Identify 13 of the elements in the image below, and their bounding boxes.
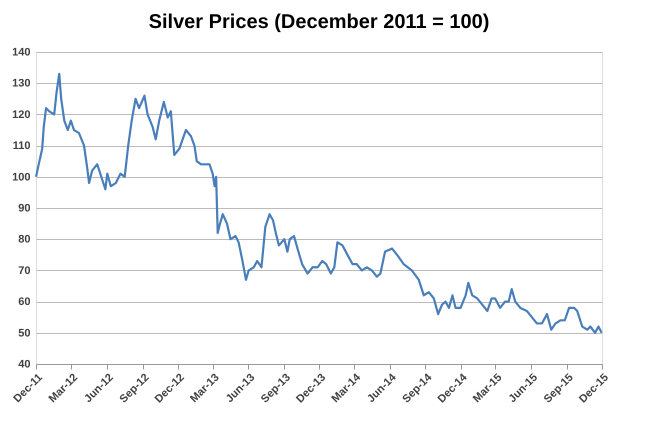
y-tick-label: 110 <box>12 140 30 152</box>
y-tick-label: 120 <box>12 108 30 121</box>
line-series <box>34 72 603 334</box>
y-tick-label: 90 <box>18 202 30 214</box>
y-tick-label: 40 <box>18 358 30 370</box>
y-tick-label: 70 <box>18 264 30 277</box>
y-tick-label: 80 <box>18 234 30 246</box>
chart-title: Silver Prices (December 2011 = 100) <box>148 11 490 33</box>
y-tick-label: 130 <box>12 78 30 90</box>
y-tick-label: 50 <box>18 327 30 340</box>
y-tick-label: 100 <box>12 171 30 184</box>
y-tick-label: 140 <box>12 46 30 58</box>
y-tick-label: 60 <box>18 296 30 308</box>
